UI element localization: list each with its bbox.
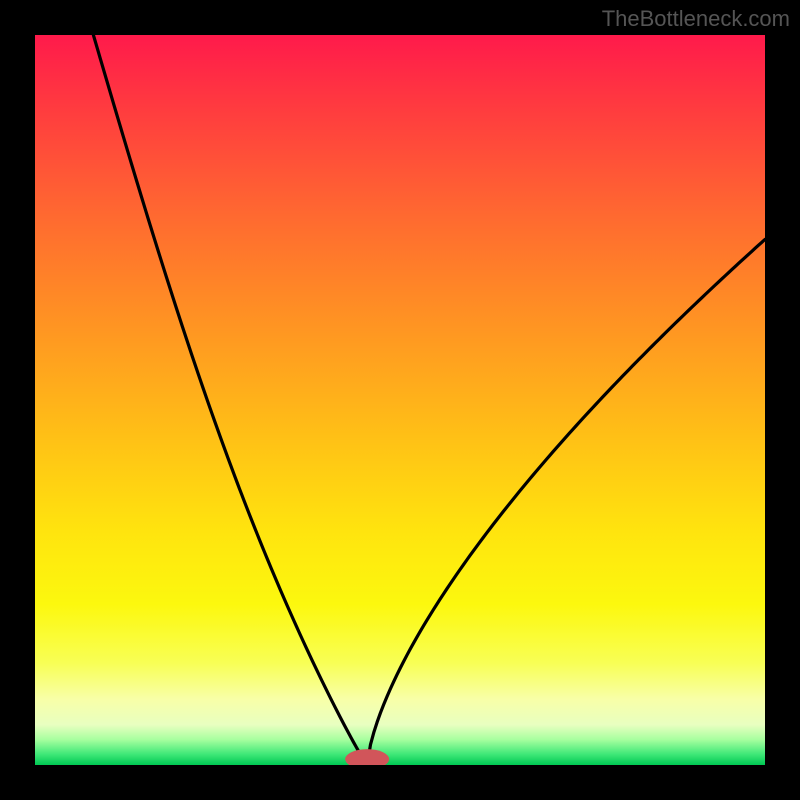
watermark-text: TheBottleneck.com xyxy=(602,6,790,32)
bottleneck-chart xyxy=(0,0,800,800)
